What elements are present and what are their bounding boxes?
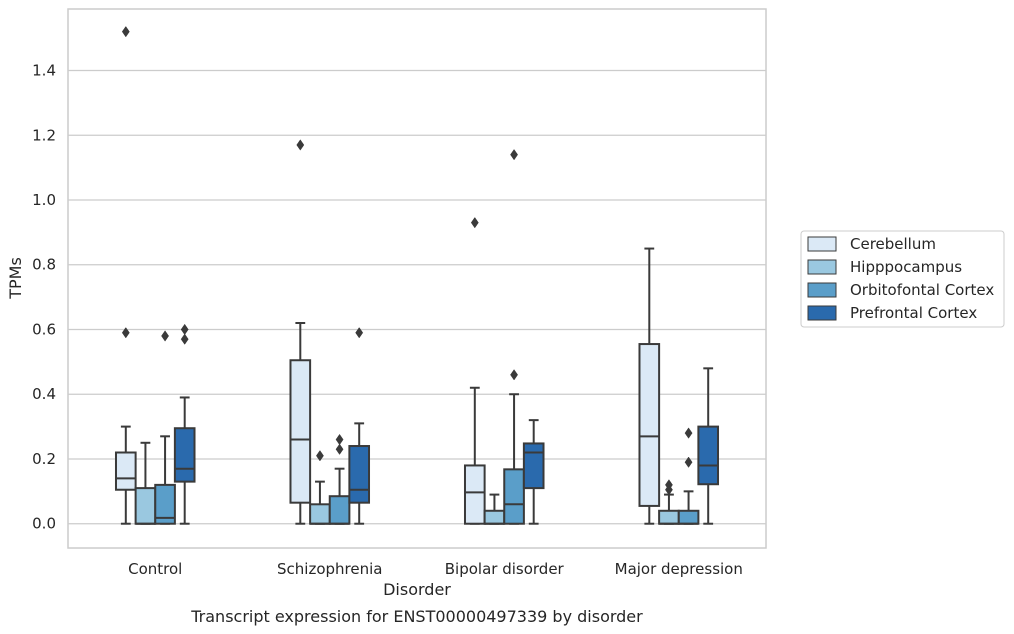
box-prefrontal-cortex [348, 327, 371, 525]
x-tick-label: Control [128, 560, 182, 578]
box-plots [114, 26, 720, 525]
outlier-point [121, 327, 130, 339]
outlier-point [684, 456, 693, 468]
grid-lines [68, 69, 766, 525]
chart-caption: Transcript expression for ENST0000049733… [190, 607, 643, 626]
box-iqr [697, 425, 720, 486]
box-iqr [328, 495, 351, 525]
box-iqr [503, 468, 525, 525]
box-orbitofontal-cortex [677, 427, 700, 525]
plot-frame [67, 8, 767, 549]
box-prefrontal-cortex [522, 419, 545, 525]
box-iqr [114, 451, 137, 491]
y-tick-labels: 0.0 0.2 0.4 0.6 0.8 1.0 1.2 1.4 [32, 62, 56, 533]
outlier-point [316, 450, 324, 462]
x-tick-label: Schizophrenia [277, 560, 382, 578]
box-iqr [483, 509, 506, 525]
box-iqr [677, 509, 700, 525]
box-orbitofontal-cortex [328, 433, 351, 525]
box-iqr [173, 427, 196, 483]
legend-label: Hipppocampus [850, 258, 962, 276]
outlier-point [355, 327, 364, 339]
box-orbitofontal-cortex [503, 149, 525, 525]
box-hipppocampus [134, 441, 157, 525]
y-tick-label: 0.4 [32, 385, 56, 403]
legend: Cerebellum Hipppocampus Orbitofontal Corte… [800, 230, 1005, 328]
box-prefrontal-cortex [697, 367, 720, 525]
outlier-point [510, 369, 518, 381]
outlier-point [335, 433, 344, 446]
outlier-point [470, 217, 479, 229]
x-tick-labels: Control Schizophrenia Bipolar disorder Majo… [128, 560, 743, 578]
legend-swatch [807, 236, 837, 252]
y-tick-label: 0.6 [32, 320, 56, 338]
outlier-point [510, 149, 518, 161]
box-hipppocampus [309, 450, 331, 525]
box-prefrontal-cortex [173, 323, 196, 525]
box-iqr [289, 359, 312, 504]
y-tick-label: 1.0 [32, 191, 56, 209]
x-axis-label: Disorder [383, 580, 451, 599]
outlier-point [180, 333, 189, 345]
box-cerebellum [114, 26, 137, 525]
box-hipppocampus [483, 493, 506, 525]
box-orbitofontal-cortex [154, 330, 176, 525]
box-iqr [658, 509, 680, 525]
outlier-point [121, 26, 130, 38]
legend-swatch [807, 305, 837, 321]
y-tick-label: 1.2 [32, 126, 56, 144]
outlier-point [684, 427, 693, 439]
legend-frame [800, 230, 1005, 328]
box-iqr [638, 343, 661, 507]
legend-items: Cerebellum Hipppocampus Orbitofontal Corte… [807, 235, 994, 322]
y-tick-label: 0.2 [32, 450, 56, 468]
outlier-point [335, 443, 344, 455]
x-tick-label: Bipolar disorder [445, 560, 565, 578]
box-iqr [463, 464, 486, 525]
box-cerebellum [638, 247, 661, 525]
outlier-point [161, 330, 169, 342]
box-iqr [134, 487, 157, 525]
y-tick-label: 0.0 [32, 515, 56, 533]
outlier-point [665, 479, 673, 491]
box-cerebellum [289, 139, 312, 525]
legend-label: Cerebellum [850, 235, 936, 253]
legend-swatch [807, 282, 837, 298]
legend-swatch [807, 259, 837, 275]
box-iqr [522, 442, 545, 490]
outlier-point [180, 323, 189, 336]
box-iqr [309, 503, 331, 525]
outlier-point [296, 139, 305, 151]
y-axis-label: TPMs [6, 257, 25, 300]
y-tick-label: 0.8 [32, 256, 56, 274]
y-tick-label: 1.4 [32, 62, 56, 80]
legend-label: Prefrontal Cortex [850, 304, 977, 322]
box-hipppocampus [658, 479, 680, 525]
x-tick-label: Major depression [615, 560, 743, 578]
box-cerebellum [463, 217, 486, 525]
box-iqr [348, 445, 371, 504]
box-iqr [154, 483, 176, 525]
legend-label: Orbitofontal Cortex [850, 281, 994, 299]
